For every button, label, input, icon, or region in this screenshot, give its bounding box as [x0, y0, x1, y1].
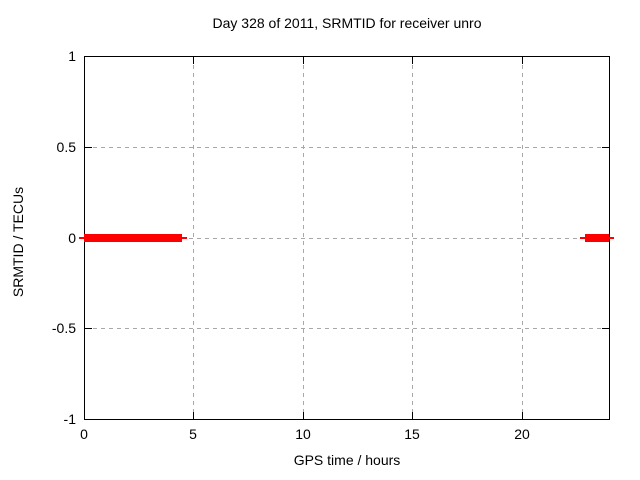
x-tick-mark-top [193, 57, 194, 64]
x-tick-mark-bottom [193, 412, 194, 419]
gridline-horizontal [85, 147, 608, 148]
x-axis-label: GPS time / hours [293, 452, 401, 468]
chart-title: Day 328 of 2011, SRMTID for receiver unr… [212, 15, 482, 31]
y-tick-mark-left [85, 328, 92, 329]
y-tick-label: 0.5 [56, 139, 76, 155]
x-tick-mark-top [84, 57, 85, 64]
y-tick-mark-right [602, 147, 609, 148]
y-tick-mark-left [85, 419, 92, 420]
x-tick-mark-bottom [84, 412, 85, 419]
x-tick-mark-top [412, 57, 413, 64]
gridline-vertical [522, 57, 523, 418]
gridline-vertical [193, 57, 194, 418]
x-tick-label: 5 [189, 426, 197, 442]
gridline-horizontal [85, 328, 608, 329]
y-tick-label: -1 [63, 411, 76, 427]
x-tick-label: 20 [514, 426, 530, 442]
x-tick-mark-top [303, 57, 304, 64]
y-axis-label: SRMTID / TECUs [10, 186, 26, 298]
x-tick-mark-bottom [522, 412, 523, 419]
y-tick-mark-right [602, 328, 609, 329]
y-tick-mark-right [602, 56, 609, 57]
series-segment [84, 234, 182, 242]
y-tick-mark-left [85, 56, 92, 57]
x-tick-label: 15 [404, 426, 420, 442]
y-tick-label: 1 [68, 48, 76, 64]
x-tick-label: 10 [295, 426, 311, 442]
x-tick-mark-bottom [303, 412, 304, 419]
y-tick-mark-right [602, 419, 609, 420]
x-tick-mark-top [522, 57, 523, 64]
series-segment [585, 234, 609, 242]
gridline-horizontal [85, 238, 608, 239]
y-tick-label: 0 [68, 230, 76, 246]
y-tick-label: -0.5 [51, 320, 76, 336]
gridline-vertical [412, 57, 413, 418]
x-tick-mark-bottom [412, 412, 413, 419]
y-tick-mark-left [85, 147, 92, 148]
x-tick-label: 0 [80, 426, 88, 442]
gridline-vertical [303, 57, 304, 418]
